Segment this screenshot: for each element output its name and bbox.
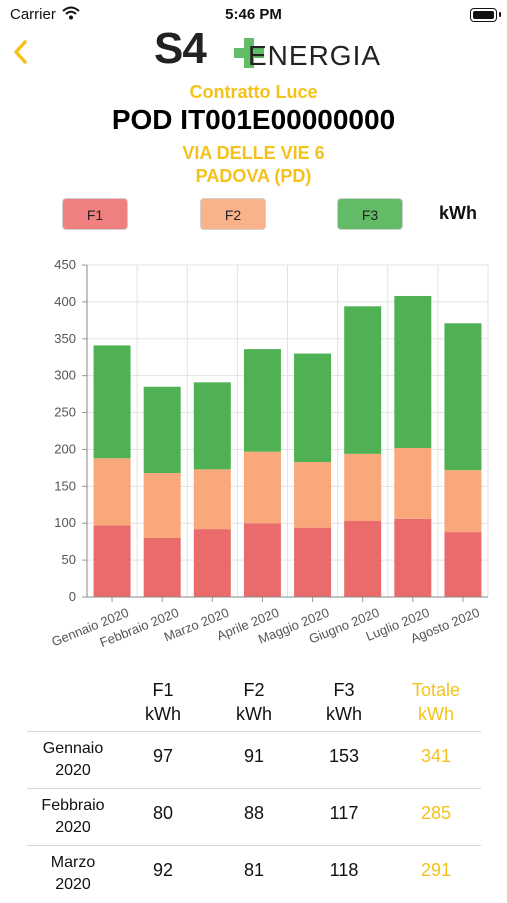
header-f1: F1 kWh <box>145 680 181 724</box>
wifi-icon <box>62 6 80 25</box>
bar-f3 <box>294 353 332 462</box>
total-value: 285 <box>420 803 452 823</box>
y-tick-label: 450 <box>54 257 76 272</box>
f3-value: 117 <box>329 803 359 823</box>
y-tick-label: 0 <box>69 589 76 604</box>
y-tick-label: 200 <box>54 441 76 456</box>
bar-f1 <box>193 529 231 597</box>
table-row[interactable]: Febbraio 2020 80 88 117 285 <box>27 788 481 846</box>
bar-f3 <box>93 345 131 459</box>
bar-f2 <box>93 458 131 526</box>
bar-f3 <box>394 295 432 448</box>
header-f2: F2 kWh <box>236 680 272 724</box>
y-tick-label: 350 <box>54 331 76 346</box>
bar-f1 <box>294 527 332 597</box>
address-city: PADOVA (PD) <box>195 166 312 186</box>
bar-f1 <box>394 518 432 597</box>
table-row[interactable]: Marzo 2020 92 81 118 291 <box>27 845 481 903</box>
y-tick-label: 50 <box>62 552 76 567</box>
battery-icon <box>470 8 501 22</box>
filter-f1-button[interactable]: F1 <box>62 198 128 230</box>
plus-icon <box>234 38 264 68</box>
bar-f3 <box>143 386 181 474</box>
header-f3: F3 kWh <box>326 680 362 724</box>
header-total: Totale kWh <box>411 680 461 724</box>
bar-f2 <box>243 451 281 524</box>
bar-f2 <box>394 447 432 519</box>
bar-f2 <box>344 453 382 522</box>
f3-value: 118 <box>329 860 359 880</box>
month-cell: Febbraio 2020 <box>41 797 105 836</box>
filter-f2-button[interactable]: F2 <box>200 198 266 230</box>
carrier-label: Carrier <box>10 6 56 23</box>
bar-f2 <box>143 473 181 538</box>
month-cell: Gennaio 2020 <box>42 740 104 779</box>
status-bar: Carrier 5:46 PM <box>0 0 507 30</box>
bar-f3 <box>344 306 382 454</box>
f2-value: 88 <box>243 803 265 823</box>
back-button[interactable] <box>6 34 36 70</box>
contract-type: Contratto Luce <box>189 82 318 102</box>
f1-value: 97 <box>152 746 174 766</box>
clock: 5:46 PM <box>225 6 282 23</box>
f1-value: 92 <box>152 860 174 880</box>
address-street: VIA DELLE VIE 6 <box>182 143 325 163</box>
f3-value: 153 <box>328 746 360 766</box>
bar-f2 <box>294 461 332 528</box>
y-tick-label: 400 <box>54 294 76 309</box>
y-tick-label: 300 <box>54 368 76 383</box>
y-tick-label: 100 <box>54 515 76 530</box>
bar-f3 <box>243 349 281 452</box>
bar-f3 <box>193 382 231 470</box>
bar-f2 <box>193 469 231 530</box>
chevron-left-icon <box>14 40 27 64</box>
bar-f1 <box>444 532 482 597</box>
bar-f1 <box>243 523 281 597</box>
bar-f1 <box>93 525 131 597</box>
f2-value: 81 <box>243 860 265 880</box>
pod-code: POD IT001E00000000 <box>111 104 396 135</box>
bar-f3 <box>444 323 482 471</box>
bar-f2 <box>444 470 482 533</box>
bar-f1 <box>143 537 181 597</box>
month-cell: Marzo 2020 <box>50 854 96 893</box>
total-value: 291 <box>420 860 452 880</box>
filter-f3-button[interactable]: F3 <box>337 198 403 230</box>
table-row[interactable]: Gennaio 2020 97 91 153 341 <box>27 731 481 789</box>
y-tick-label: 250 <box>54 405 76 420</box>
f2-value: 91 <box>243 746 265 766</box>
unit-label: kWh <box>439 203 477 223</box>
y-tick-label: 150 <box>54 478 76 493</box>
f1-value: 80 <box>152 803 174 823</box>
brand-logo: S4 ENERGIA <box>154 24 382 73</box>
total-value: 341 <box>420 746 452 766</box>
bar-f1 <box>344 521 382 597</box>
